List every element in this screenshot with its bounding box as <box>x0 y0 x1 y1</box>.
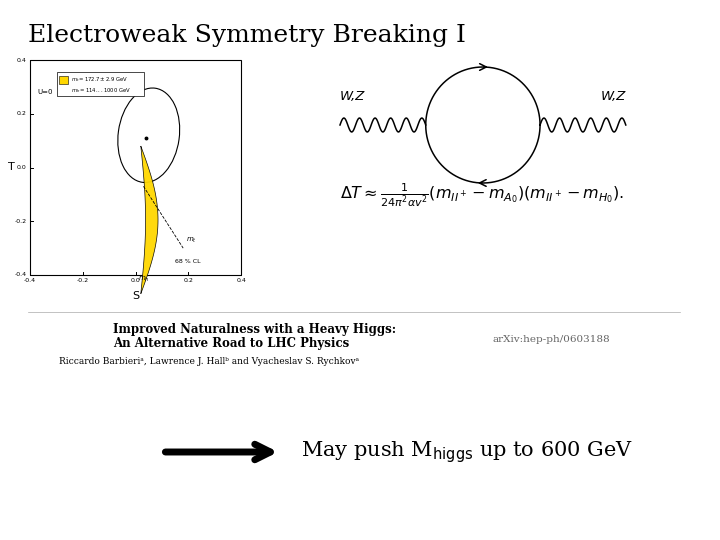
Text: 0.2: 0.2 <box>17 111 27 116</box>
Text: $\Delta T \approx \frac{1}{24\pi^2\alpha v^2}(m_{II^+}-m_{A_0})(m_{II^+}-m_{H_0}: $\Delta T \approx \frac{1}{24\pi^2\alpha… <box>340 181 624 209</box>
Text: Electroweak Symmetry Breaking I: Electroweak Symmetry Breaking I <box>27 24 465 47</box>
Bar <box>59 76 68 84</box>
Text: -0.2: -0.2 <box>14 219 27 224</box>
Text: arXiv:hep-ph/0603188: arXiv:hep-ph/0603188 <box>492 335 611 345</box>
Text: S: S <box>132 291 139 301</box>
Text: 0.0: 0.0 <box>17 165 27 170</box>
Text: 0.4: 0.4 <box>236 278 246 283</box>
Text: $m_h$: $m_h$ <box>138 275 149 284</box>
Text: An Alternative Road to LHC Physics: An Alternative Road to LHC Physics <box>113 336 350 349</box>
Text: W,Z: W,Z <box>601 90 626 103</box>
Text: U=0: U=0 <box>37 89 53 95</box>
Text: 68 % CL: 68 % CL <box>175 259 201 264</box>
Text: May push M$_{\rm higgs}$ up to 600 GeV: May push M$_{\rm higgs}$ up to 600 GeV <box>300 439 633 465</box>
Text: -0.2: -0.2 <box>76 278 89 283</box>
Text: 0.0: 0.0 <box>130 278 140 283</box>
Text: -0.4: -0.4 <box>24 278 35 283</box>
Text: Improved Naturalness with a Heavy Higgs:: Improved Naturalness with a Heavy Higgs: <box>113 323 397 336</box>
Text: T: T <box>9 163 15 172</box>
Text: Riccardo Barbieriᵃ, Lawrence J. Hallᵇ and Vyacheslav S. Rychkovᵃ: Riccardo Barbieriᵃ, Lawrence J. Hallᵇ an… <box>59 357 359 367</box>
Text: $m_t = 172.7 \pm 2.9$ GeV: $m_t = 172.7 \pm 2.9$ GeV <box>71 76 128 84</box>
Bar <box>30 60 241 275</box>
Text: $m_h = 114...1000$ GeV: $m_h = 114...1000$ GeV <box>71 86 131 96</box>
Text: 0.2: 0.2 <box>184 278 194 283</box>
Text: $m_t$: $m_t$ <box>186 235 197 245</box>
Text: 0.4: 0.4 <box>17 57 27 63</box>
Text: W,Z: W,Z <box>340 90 365 103</box>
Polygon shape <box>141 146 158 294</box>
Bar <box>57 72 144 96</box>
Text: -0.4: -0.4 <box>14 273 27 278</box>
